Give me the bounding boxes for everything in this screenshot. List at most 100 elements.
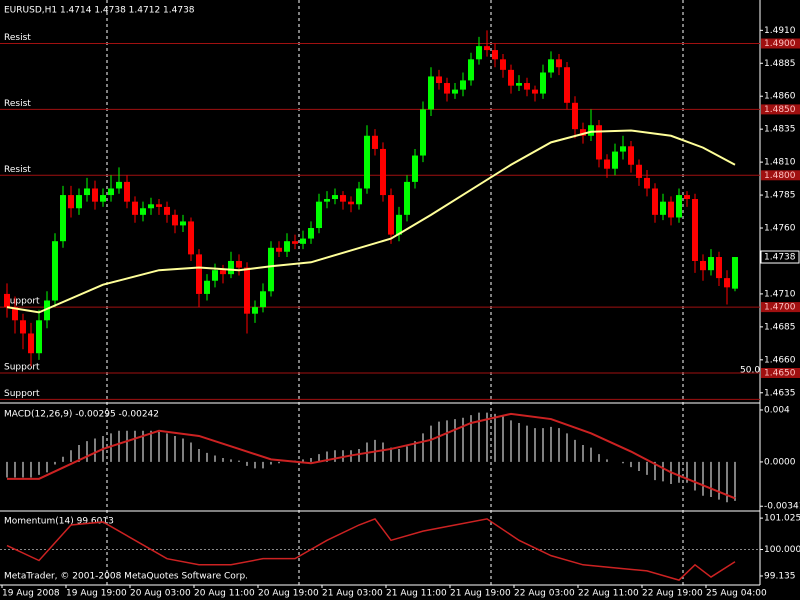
candle-body	[404, 181, 410, 215]
candle-body	[4, 293, 10, 308]
y-tick-label: 1.4660	[764, 355, 796, 365]
candle-body	[596, 125, 602, 160]
candle-body	[612, 151, 618, 169]
candle-body	[164, 206, 170, 215]
candle-body	[412, 155, 418, 182]
candle-body	[132, 201, 138, 215]
candle-body	[292, 241, 298, 244]
candle-body	[220, 270, 226, 275]
candle-body	[436, 76, 442, 84]
candle-body	[604, 159, 610, 169]
x-tick-label: 21 Aug 03:00	[322, 589, 383, 599]
candle-body	[452, 89, 458, 94]
y-tick-label: 1.4885	[764, 59, 796, 69]
candle-body	[332, 195, 338, 200]
candle-body	[140, 208, 146, 215]
level-name: Support	[4, 297, 40, 307]
candle-body	[428, 76, 434, 110]
y-tick-label: 0.0000	[764, 457, 796, 467]
candle-body	[588, 125, 594, 136]
moving-average	[6, 129, 736, 314]
fibo-annotation: 50.0	[740, 366, 760, 376]
candle-body	[444, 83, 450, 94]
candle-body	[284, 241, 290, 252]
y-tick-label: 1.4635	[764, 388, 796, 398]
y-tick-label: 1.4785	[764, 191, 796, 201]
candle-body	[492, 50, 498, 60]
candle-body	[532, 89, 538, 94]
candle-body	[356, 188, 362, 205]
macd-signal-line	[7, 412, 736, 500]
y-tick-label: 1.4760	[764, 224, 796, 234]
candle-body	[388, 195, 394, 235]
momentum-line	[6, 517, 736, 581]
candle-body	[124, 181, 130, 202]
level-name: Resist	[4, 33, 31, 43]
candle-body	[524, 83, 530, 90]
x-tick-label: 21 Aug 19:00	[450, 589, 511, 599]
candle-body	[652, 188, 658, 215]
candle-body	[484, 46, 490, 51]
candle-body	[180, 221, 186, 226]
candle-body	[28, 333, 34, 354]
candle-body	[572, 102, 578, 130]
candle-body	[460, 80, 466, 90]
candle-body	[628, 146, 634, 165]
y-tick-label: 1.4810	[764, 158, 796, 168]
candle-body	[172, 214, 178, 226]
candle-body	[52, 241, 58, 301]
candle-body	[708, 257, 714, 271]
candle-body	[548, 59, 554, 73]
level-price-label: 1.4900	[764, 39, 796, 49]
y-tick-label: 1.4910	[764, 26, 796, 36]
candle-body	[156, 204, 162, 207]
candle-body	[420, 109, 426, 156]
level-price-box	[761, 38, 800, 49]
y-tick-label: 0.004	[764, 405, 790, 415]
level-name: Resist	[4, 165, 31, 175]
candle-body	[228, 260, 234, 275]
x-tick-label: 22 Aug 11:00	[578, 589, 639, 599]
candle-body	[12, 307, 18, 321]
level-price-box	[761, 302, 800, 313]
candle-body	[212, 270, 218, 281]
candle-body	[196, 254, 202, 294]
candle-body	[364, 135, 370, 189]
candle-body	[556, 59, 562, 68]
x-tick-label: 20 Aug 03:00	[130, 589, 191, 599]
level-price-label: 1.4700	[764, 303, 796, 313]
candle-body	[276, 247, 282, 252]
level-name: Support	[4, 363, 40, 373]
candle-body	[36, 320, 42, 354]
level-price-label: 1.4650	[764, 369, 796, 379]
candle-body	[716, 257, 722, 279]
last-price-box	[760, 250, 800, 264]
level-name: Support	[4, 389, 40, 399]
macd-title: MACD(12,26,9) -0.00295 -0.00242	[4, 410, 159, 420]
candle-body	[60, 195, 66, 242]
candle-body	[468, 59, 474, 81]
candle-body	[108, 188, 114, 196]
level-price-box	[761, 170, 800, 181]
candle-body	[684, 195, 690, 200]
x-tick-label: 19 Aug 2008	[2, 589, 60, 599]
candle-body	[644, 177, 650, 189]
y-tick-label: 1.4685	[764, 322, 796, 332]
x-tick-label: 20 Aug 19:00	[258, 589, 319, 599]
candle-body	[308, 228, 314, 239]
x-tick-label: 25 Aug 04:00	[706, 589, 767, 599]
candle-body	[236, 260, 242, 268]
level-price-box	[761, 368, 800, 379]
candle-body	[300, 238, 306, 244]
candle-body	[732, 257, 738, 289]
y-tick-label: 100.0000	[764, 545, 800, 555]
candle-body	[476, 46, 482, 60]
candle-body	[68, 195, 74, 209]
y-tick-label: 1.4860	[764, 92, 796, 102]
candle-body	[100, 195, 106, 202]
candle-body	[84, 188, 90, 196]
